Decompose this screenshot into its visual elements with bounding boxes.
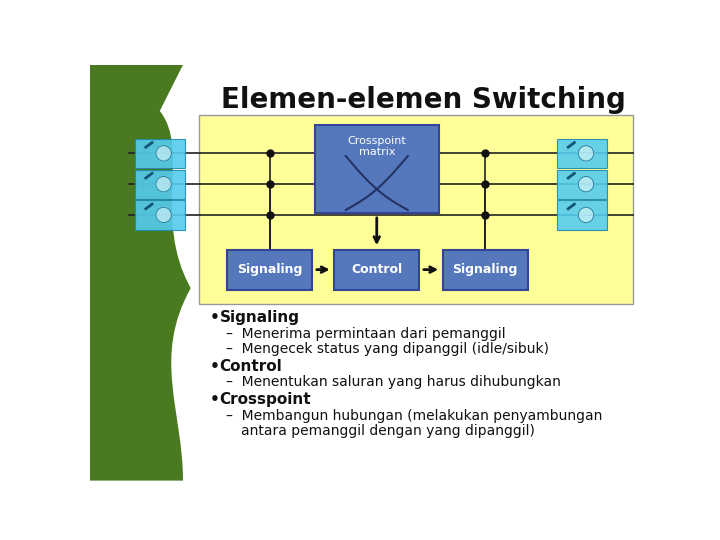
Text: Signaling: Signaling — [220, 309, 300, 325]
FancyBboxPatch shape — [135, 200, 184, 230]
FancyBboxPatch shape — [315, 125, 438, 213]
Text: •: • — [210, 309, 220, 325]
Text: •: • — [210, 392, 220, 407]
Text: Control: Control — [220, 359, 282, 374]
PathPatch shape — [90, 65, 191, 481]
FancyBboxPatch shape — [228, 249, 312, 289]
Text: Crosspoint: Crosspoint — [220, 392, 311, 407]
Circle shape — [578, 177, 594, 192]
Text: Elemen-elemen Switching: Elemen-elemen Switching — [221, 86, 626, 114]
FancyBboxPatch shape — [557, 200, 607, 230]
Text: Control: Control — [351, 263, 402, 276]
FancyBboxPatch shape — [135, 170, 184, 199]
Text: antara pemanggil dengan yang dipanggil): antara pemanggil dengan yang dipanggil) — [241, 423, 535, 437]
Circle shape — [578, 146, 594, 161]
Circle shape — [156, 177, 171, 192]
Text: –  Membangun hubungan (melakukan penyambungan: – Membangun hubungan (melakukan penyambu… — [225, 409, 602, 423]
FancyBboxPatch shape — [334, 249, 419, 289]
Text: Signaling: Signaling — [453, 263, 518, 276]
Text: •: • — [210, 359, 220, 374]
FancyBboxPatch shape — [557, 170, 607, 199]
Circle shape — [578, 207, 594, 222]
Circle shape — [156, 207, 171, 222]
Text: –  Menentukan saluran yang harus dihubungkan: – Menentukan saluran yang harus dihubung… — [225, 375, 560, 389]
FancyBboxPatch shape — [135, 139, 184, 168]
Circle shape — [156, 146, 171, 161]
Text: –  Menerima permintaan dari pemanggil: – Menerima permintaan dari pemanggil — [225, 327, 505, 341]
Text: Crosspoint
matrix: Crosspoint matrix — [347, 136, 406, 157]
FancyBboxPatch shape — [199, 115, 632, 303]
FancyBboxPatch shape — [443, 249, 528, 289]
FancyBboxPatch shape — [557, 139, 607, 168]
Text: Signaling: Signaling — [237, 263, 302, 276]
Text: –  Mengecek status yang dipanggil (idle/sibuk): – Mengecek status yang dipanggil (idle/s… — [225, 342, 549, 356]
